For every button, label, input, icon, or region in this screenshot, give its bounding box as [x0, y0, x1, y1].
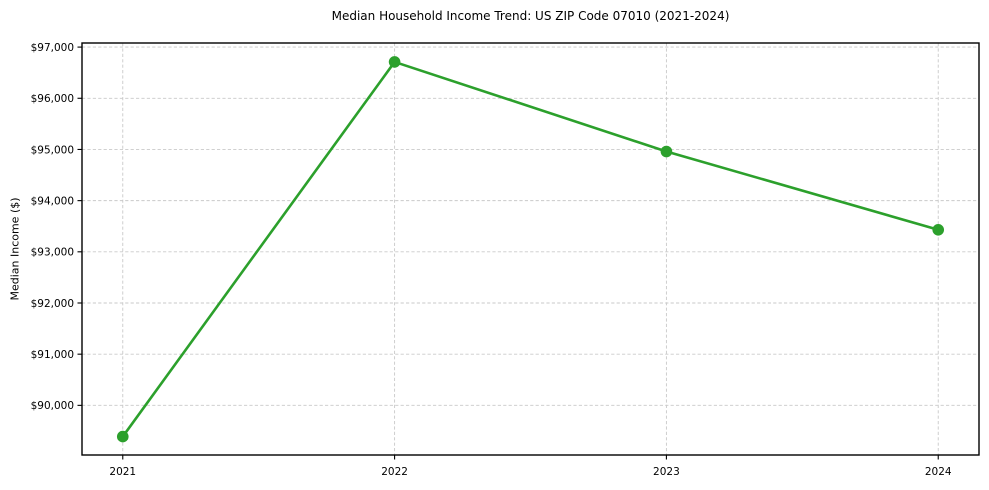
- y-tick-label: $95,000: [31, 144, 74, 156]
- x-tick-label: 2023: [653, 466, 680, 478]
- y-tick-label: $93,000: [31, 247, 74, 259]
- y-tick-label: $92,000: [31, 298, 74, 310]
- x-tick-label: 2021: [109, 466, 136, 478]
- data-point-2022: [388, 56, 401, 68]
- x-tick-label: 2022: [381, 466, 408, 478]
- data-point-2023: [660, 145, 673, 158]
- trend-line: [121, 60, 940, 438]
- y-tick-label: $90,000: [31, 400, 74, 412]
- y-tick-label: $97,000: [31, 42, 74, 54]
- y-tick-label: $91,000: [31, 349, 74, 361]
- chart-title: Median Household Income Trend: US ZIP Co…: [331, 9, 730, 23]
- data-point-2021: [116, 430, 129, 443]
- plot-frame: [81, 42, 980, 456]
- y-tick-label: $94,000: [31, 195, 74, 207]
- data-point-2024: [932, 224, 945, 236]
- x-tick-label: 2024: [925, 466, 952, 478]
- y-tick-label: $96,000: [31, 93, 74, 105]
